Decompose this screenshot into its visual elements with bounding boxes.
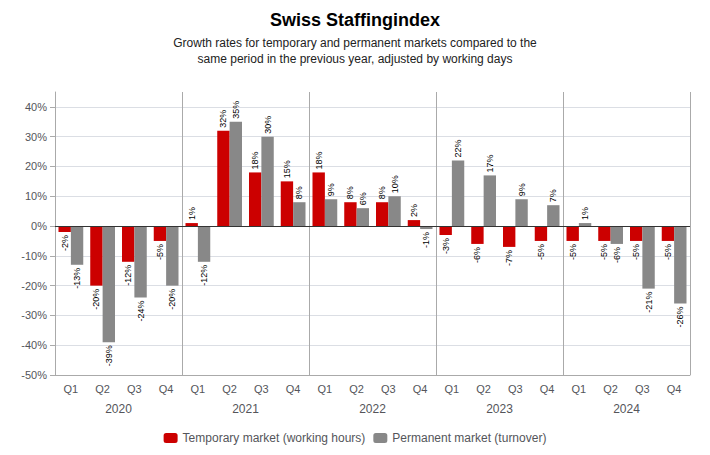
svg-text:-5%: -5% [663, 244, 673, 260]
svg-text:22%: 22% [453, 140, 463, 158]
svg-text:32%: 32% [218, 110, 228, 128]
svg-text:6%: 6% [358, 192, 368, 205]
svg-text:Q2: Q2 [476, 383, 491, 395]
svg-text:Q4: Q4 [667, 383, 682, 395]
svg-text:Q4: Q4 [159, 383, 174, 395]
svg-text:-21%: -21% [644, 292, 654, 313]
svg-text:10%: 10% [390, 175, 400, 193]
svg-text:Q1: Q1 [64, 383, 79, 395]
svg-text:8%: 8% [294, 186, 304, 199]
svg-text:Q2: Q2 [603, 383, 618, 395]
svg-text:Q4: Q4 [413, 383, 428, 395]
svg-text:Q3: Q3 [635, 383, 650, 395]
svg-text:-5%: -5% [568, 244, 578, 260]
svg-text:2%: 2% [409, 204, 419, 217]
svg-text:8%: 8% [377, 186, 387, 199]
svg-text:-26%: -26% [675, 307, 685, 328]
svg-text:-20%: -20% [167, 289, 177, 310]
svg-text:-1%: -1% [421, 232, 431, 248]
svg-text:-39%: -39% [104, 345, 114, 366]
svg-text:Q4: Q4 [286, 383, 301, 395]
svg-text:18%: 18% [314, 151, 324, 169]
svg-text:-10%: -10% [21, 250, 47, 262]
svg-text:Q1: Q1 [445, 383, 460, 395]
svg-text:35%: 35% [231, 101, 241, 119]
svg-text:20%: 20% [25, 160, 47, 172]
svg-text:Q4: Q4 [540, 383, 555, 395]
svg-text:-6%: -6% [612, 247, 622, 263]
svg-text:-3%: -3% [441, 238, 451, 254]
svg-text:Q1: Q1 [318, 383, 333, 395]
svg-text:Temporary market (working hour: Temporary market (working hours) [183, 431, 366, 445]
svg-text:-7%: -7% [504, 250, 514, 266]
svg-text:0%: 0% [31, 220, 47, 232]
svg-text:-20%: -20% [21, 280, 47, 292]
svg-text:Growth rates for temporary and: Growth rates for temporary and permanent… [173, 36, 537, 50]
svg-text:30%: 30% [263, 116, 273, 134]
svg-text:2022: 2022 [359, 402, 386, 416]
svg-text:2023: 2023 [486, 402, 513, 416]
svg-text:-20%: -20% [91, 289, 101, 310]
svg-text:Permanent market (turnover): Permanent market (turnover) [392, 431, 546, 445]
svg-text:-40%: -40% [21, 339, 47, 351]
svg-text:40%: 40% [25, 101, 47, 113]
svg-text:-12%: -12% [199, 265, 209, 286]
svg-text:9%: 9% [517, 183, 527, 196]
svg-text:17%: 17% [485, 154, 495, 172]
svg-text:30%: 30% [25, 131, 47, 143]
svg-text:2020: 2020 [105, 402, 132, 416]
svg-text:-5%: -5% [599, 244, 609, 260]
svg-text:-2%: -2% [60, 235, 70, 251]
svg-text:2024: 2024 [613, 402, 640, 416]
svg-text:-5%: -5% [155, 244, 165, 260]
svg-text:Swiss Staffingindex: Swiss Staffingindex [270, 10, 440, 30]
svg-text:Q3: Q3 [508, 383, 523, 395]
svg-text:Q3: Q3 [127, 383, 142, 395]
svg-text:-5%: -5% [631, 244, 641, 260]
svg-text:18%: 18% [250, 151, 260, 169]
svg-text:Q3: Q3 [381, 383, 396, 395]
svg-text:Q3: Q3 [254, 383, 269, 395]
svg-text:-50%: -50% [21, 369, 47, 381]
svg-text:Q1: Q1 [191, 383, 206, 395]
svg-text:Q2: Q2 [349, 383, 364, 395]
svg-text:Q2: Q2 [95, 383, 110, 395]
svg-text:8%: 8% [345, 186, 355, 199]
svg-text:-12%: -12% [123, 265, 133, 286]
svg-text:7%: 7% [548, 189, 558, 202]
svg-text:15%: 15% [282, 160, 292, 178]
svg-text:-5%: -5% [536, 244, 546, 260]
svg-text:2021: 2021 [232, 402, 259, 416]
svg-text:-24%: -24% [136, 301, 146, 322]
svg-text:Q1: Q1 [572, 383, 587, 395]
svg-text:-6%: -6% [472, 247, 482, 263]
svg-text:Q2: Q2 [222, 383, 237, 395]
svg-text:9%: 9% [326, 183, 336, 196]
svg-text:-13%: -13% [72, 268, 82, 289]
svg-text:1%: 1% [187, 207, 197, 220]
svg-text:1%: 1% [580, 207, 590, 220]
svg-text:same period in the previous ye: same period in the previous year, adjust… [198, 52, 513, 66]
svg-text:-30%: -30% [21, 309, 47, 321]
svg-text:10%: 10% [25, 190, 47, 202]
